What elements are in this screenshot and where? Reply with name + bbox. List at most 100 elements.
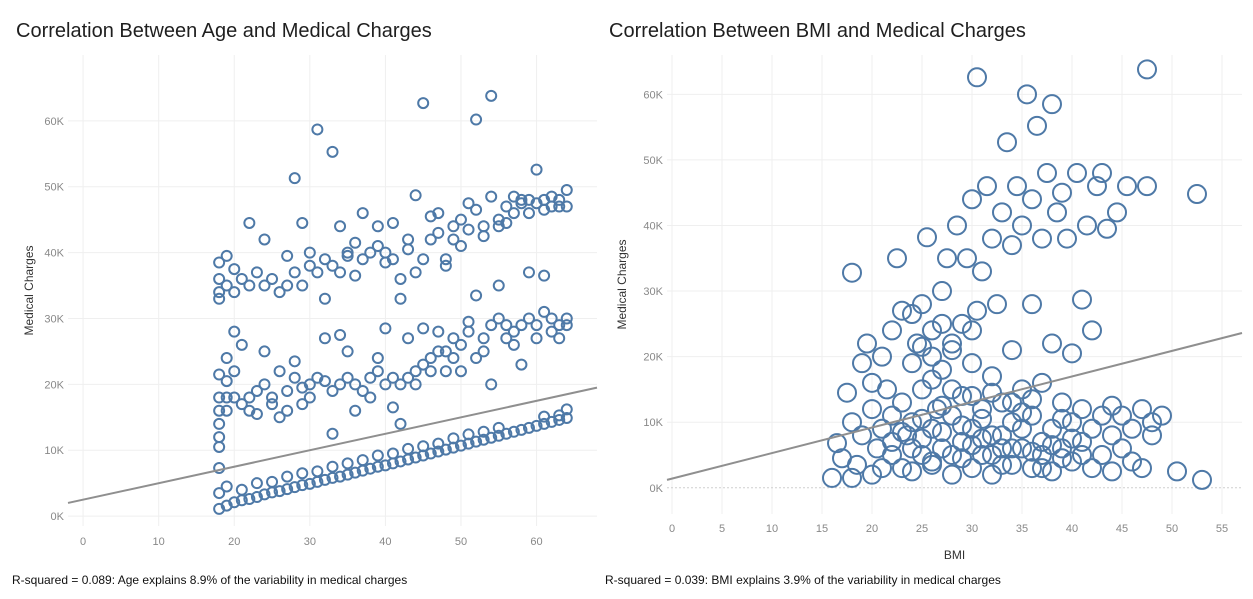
age-data-point [538, 417, 551, 430]
age-data-point [220, 480, 233, 493]
age-data-point [485, 431, 498, 444]
age-data-point [326, 145, 339, 158]
bmi-data-point [997, 132, 1017, 153]
age-data-point [213, 487, 226, 500]
age-data-point [243, 279, 256, 292]
age-data-point [213, 256, 226, 269]
age-data-point [356, 253, 369, 266]
bmi-x-axis-title: BMI [944, 548, 965, 562]
bmi-data-point [1062, 412, 1082, 433]
bmi-data-point [1072, 399, 1092, 420]
age-data-point [477, 332, 490, 345]
age-data-point [326, 460, 339, 473]
bmi-data-point [902, 304, 922, 325]
age-data-point [341, 468, 354, 481]
age-data-point [356, 207, 369, 220]
age-x-tick-label: 60 [530, 536, 542, 548]
bmi-data-point [1012, 418, 1032, 439]
age-data-point [492, 312, 505, 325]
bmi-x-tick-label: 50 [1166, 523, 1178, 535]
bmi-data-point [902, 353, 922, 374]
age-data-point [545, 190, 558, 203]
bmi-data-point [1167, 461, 1187, 482]
age-data-point [492, 421, 505, 434]
age-data-point [560, 312, 573, 325]
age-data-point [386, 253, 399, 266]
age-data-point [296, 467, 309, 480]
age-data-point [213, 368, 226, 381]
age-data-point [296, 479, 309, 492]
age-data-point [228, 325, 241, 338]
age-data-point [432, 437, 445, 450]
age-data-point [394, 417, 407, 430]
age-data-point [538, 305, 551, 318]
age-y-tick-label: 50K [44, 182, 64, 194]
age-data-point [545, 325, 558, 338]
bmi-data-point [922, 369, 942, 390]
bmi-x-tick-label: 30 [966, 523, 978, 535]
bmi-data-point [1112, 405, 1132, 426]
age-data-point [250, 477, 263, 490]
bmi-data-point [1142, 412, 1162, 433]
bmi-data-point [1062, 451, 1082, 472]
bmi-data-point [932, 438, 952, 459]
age-data-point [424, 447, 437, 460]
age-data-point [417, 322, 430, 335]
bmi-data-point [1052, 392, 1072, 413]
bmi-data-point [962, 320, 982, 341]
age-data-point [492, 213, 505, 226]
bmi-data-point [1072, 444, 1092, 465]
bmi-x-tick-label: 15 [816, 523, 828, 535]
age-data-point [492, 279, 505, 292]
age-data-point [334, 470, 347, 483]
age-data-point [417, 440, 430, 453]
age-data-point [364, 246, 377, 259]
age-data-point [266, 475, 279, 488]
age-y-tick-label: 0K [51, 511, 65, 523]
bmi-data-point [987, 294, 1007, 315]
bmi-data-point [1012, 215, 1032, 236]
bmi-data-point [1042, 461, 1062, 482]
age-data-point [250, 266, 263, 279]
age-data-point [462, 428, 475, 441]
age-data-point [492, 220, 505, 233]
age-data-point [303, 391, 316, 404]
age-data-point [220, 404, 233, 417]
age-data-point [349, 404, 362, 417]
age-data-point [341, 249, 354, 262]
age-data-point [470, 113, 483, 126]
age-data-point [228, 263, 241, 276]
bmi-data-point [992, 438, 1012, 459]
age-data-point [326, 427, 339, 440]
age-data-point [454, 365, 467, 378]
bmi-data-point [972, 408, 992, 429]
bmi-y-tick-label: 40K [643, 220, 663, 232]
age-data-point [326, 384, 339, 397]
bmi-data-point [1057, 228, 1077, 249]
age-data-point [235, 398, 248, 411]
bmi-data-point [1022, 189, 1042, 210]
bmi-data-point [972, 261, 992, 282]
age-trend-line [67, 386, 598, 504]
bmi-data-point [882, 431, 902, 452]
age-data-point [341, 371, 354, 384]
age-data-point [454, 213, 467, 226]
age-data-point [250, 408, 263, 421]
age-data-point [485, 319, 498, 332]
age-data-point [281, 249, 294, 262]
bmi-y-tick-label: 30K [643, 286, 663, 298]
age-data-point [402, 332, 415, 345]
bmi-data-point [992, 202, 1012, 223]
bmi-data-point [892, 300, 912, 321]
age-data-point [296, 398, 309, 411]
age-data-point [334, 328, 347, 341]
bmi-data-point [1022, 458, 1042, 479]
age-data-point [560, 319, 573, 332]
bmi-x-tick-label: 45 [1116, 523, 1128, 535]
age-data-point [424, 365, 437, 378]
bmi-data-point [962, 189, 982, 210]
age-data-point [356, 454, 369, 467]
age-data-point [515, 358, 528, 371]
bmi-y-tick-label: 10K [643, 417, 663, 429]
